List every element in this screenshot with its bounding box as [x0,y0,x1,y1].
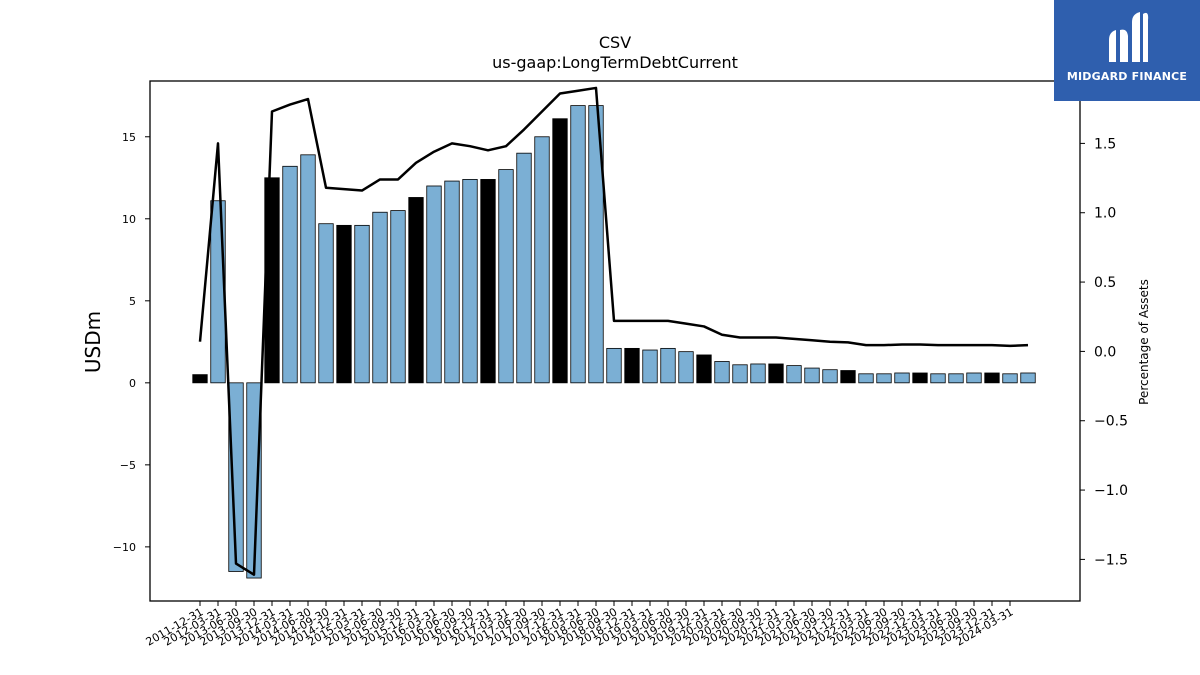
chart-title: CSV [599,33,631,52]
bar [660,347,676,384]
y-axis-label-right: Percentage of Assets [1137,279,1151,405]
line-layer [198,86,1029,576]
bar [408,197,424,384]
y-axis-label-left: USDm [81,311,105,373]
y-tick-label: 10 [122,213,136,226]
bar [462,179,478,384]
bar [588,105,604,384]
bar [426,185,442,384]
bar [642,349,658,384]
bar [768,363,784,384]
bars-layer [192,105,1036,579]
bar [228,382,244,572]
bar [822,369,838,384]
bar [192,374,208,384]
y2-tick-label: 0.0 [1094,344,1116,360]
bar [246,382,262,579]
bar [678,351,694,384]
bar [606,347,622,384]
bar [552,118,568,384]
y-axis-right: −1.5 −1.0 −0.5 0.0 0.5 1.0 1.5 [1080,136,1128,568]
logo-mark-icon [1109,12,1149,63]
bar [480,179,496,384]
bar [912,372,928,384]
bar [786,365,802,384]
chart-subtitle: us-gaap:LongTermDebtCurrent [492,53,738,72]
bar [498,169,514,384]
bar [696,354,712,384]
bar [930,373,946,384]
y-tick-label: 0 [129,377,136,390]
x-axis: 2011-12-312012-03-312013-06-302013-09-30… [144,601,1016,649]
bar [354,224,370,384]
bar [516,152,532,384]
y-tick-label: −5 [120,459,136,472]
bar [570,105,586,384]
y2-tick-label: −0.5 [1094,414,1128,430]
bar [624,347,640,384]
y-tick-label: −10 [113,541,136,554]
bar [1020,372,1036,384]
bar [390,210,406,384]
y2-tick-label: −1.0 [1094,483,1128,499]
bar [372,211,388,384]
bar [264,177,280,384]
y-tick-label: 15 [122,131,136,144]
y2-tick-label: 1.0 [1094,206,1116,222]
bar [858,373,874,384]
bar [714,361,730,384]
midgard-finance-logo: MIDGARD FINANCE [1054,0,1200,101]
y2-tick-label: −1.5 [1094,552,1128,568]
plot-frame [149,80,1081,602]
bar [840,370,856,384]
bar [804,367,820,384]
y-tick-label: 5 [129,295,136,308]
bar [318,223,334,384]
bar [984,372,1000,384]
bar [336,224,352,384]
y-axis-left: −10 −5 0 5 10 15 [113,131,150,554]
bar [876,373,892,384]
bar [894,372,910,384]
bar [444,180,460,384]
bar [282,165,298,384]
percentage-line [198,86,1029,576]
bar [300,154,316,384]
bar [966,372,982,384]
bar [1002,373,1018,384]
bar [534,136,550,384]
y2-tick-label: 0.5 [1094,275,1116,291]
logo-text: MIDGARD FINANCE [1066,70,1188,83]
y2-tick-label: 1.5 [1094,136,1116,152]
bar [732,364,748,384]
bar [210,200,226,384]
bar [948,373,964,384]
bar [750,363,766,384]
